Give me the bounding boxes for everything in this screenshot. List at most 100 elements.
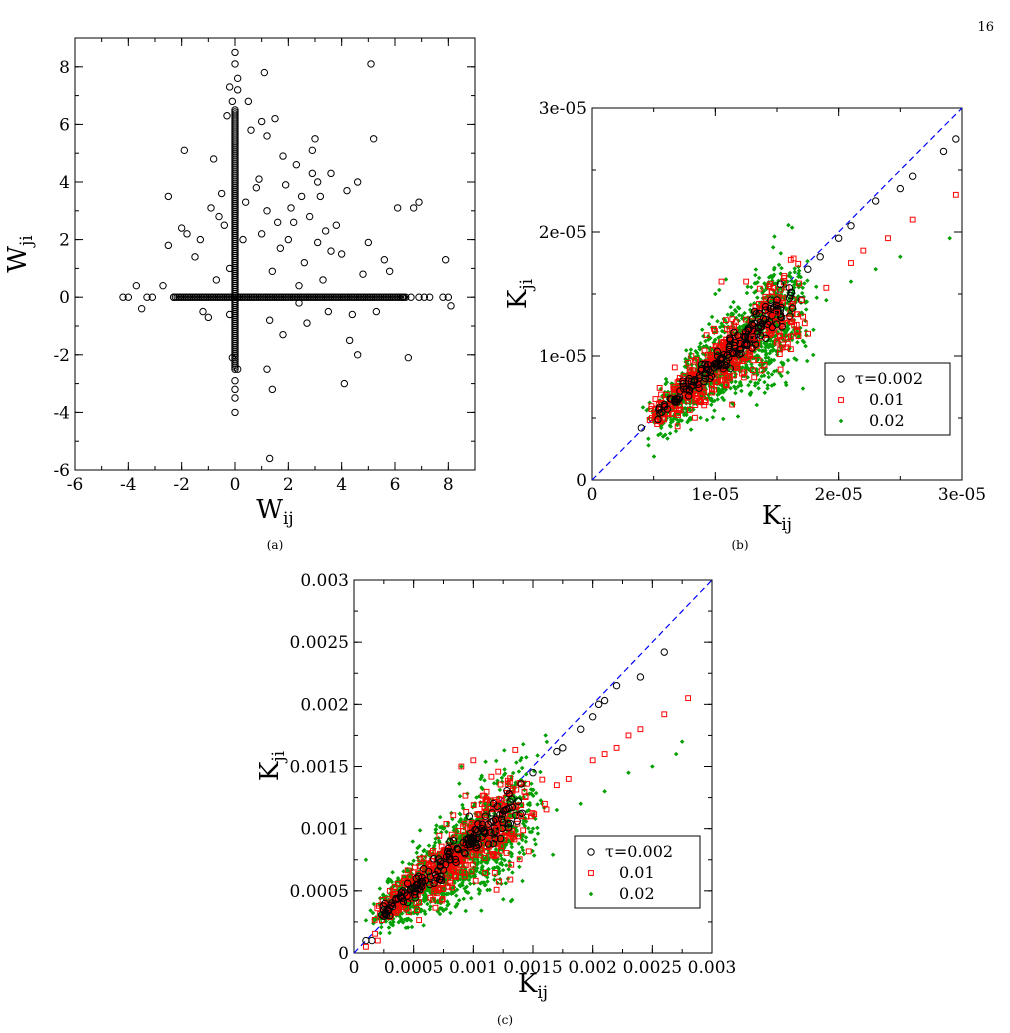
data-point-c — [363, 943, 369, 950]
cloud-point-b — [685, 419, 690, 425]
x-tick-label-a: 6 — [390, 475, 401, 495]
y-tick-label-a: -6 — [53, 461, 70, 481]
cloud-point-b — [684, 394, 690, 401]
data-point-c — [459, 764, 464, 769]
data-point-a — [228, 97, 237, 106]
data-point-a — [180, 146, 189, 155]
cloud-point-b — [792, 356, 797, 361]
data-point-a — [169, 293, 178, 301]
y-tick-label-a: 4 — [59, 173, 70, 193]
data-point-c — [685, 695, 692, 702]
cloud-point-c — [535, 825, 540, 831]
cloud-point-b — [708, 402, 714, 408]
cloud-point-b — [804, 358, 810, 364]
cloud-point-c — [544, 739, 550, 745]
data-point-a — [228, 353, 237, 362]
data-point-a — [148, 293, 157, 301]
cloud-point-b — [703, 332, 710, 339]
data-point-a — [273, 218, 282, 227]
data-point-c — [565, 776, 572, 782]
y-axis-title-a: Wji — [3, 235, 37, 273]
cloud-point-b — [688, 347, 694, 352]
cloud-point-c — [437, 814, 443, 820]
cloud-point-b — [735, 304, 741, 310]
data-point-a — [407, 293, 415, 301]
y-axis-title-b: Kji — [503, 278, 537, 309]
cloud-point-b — [813, 284, 819, 290]
data-point-a — [348, 310, 357, 319]
y-tick-label-a: -4 — [53, 403, 70, 423]
cloud-point-b — [667, 423, 673, 428]
data-point-a — [345, 336, 354, 345]
cloud-point-c — [506, 866, 511, 872]
data-point-a — [337, 250, 346, 258]
data-point-a — [268, 267, 277, 275]
x-tick-label-b: 0 — [587, 485, 598, 505]
data-point-a — [393, 204, 402, 212]
data-point-a — [265, 454, 274, 463]
cloud-point-c — [371, 901, 377, 907]
data-point-b — [952, 135, 960, 143]
data-point-a — [409, 204, 418, 212]
cloud-point-b — [771, 267, 777, 272]
data-point-a — [300, 258, 309, 267]
cloud-point-b — [658, 391, 664, 398]
data-point-a — [231, 408, 239, 417]
cloud-point-c — [502, 767, 507, 772]
cloud-point-b — [756, 385, 761, 391]
x-tick-label-b: 1e-05 — [691, 485, 739, 505]
cloud-point-b — [694, 395, 701, 402]
cloud-point-c — [510, 770, 516, 776]
cloud-point-b — [795, 339, 800, 345]
data-point-a — [303, 319, 311, 327]
data-point-a — [217, 189, 226, 198]
cloud-point-b — [710, 414, 716, 420]
cloud-point-b — [698, 392, 704, 398]
data-point-a — [353, 178, 362, 186]
caption-a: (a) — [267, 538, 284, 552]
data-point-a — [223, 112, 231, 120]
cloud-point-b — [761, 373, 767, 379]
data-points-a — [119, 48, 455, 463]
data-point-a — [263, 365, 271, 373]
cloud-point-b — [803, 307, 809, 312]
data-point-b — [939, 147, 948, 156]
data-point-a — [420, 293, 429, 301]
cloud-point-b — [771, 382, 777, 387]
cloud-point-b — [674, 416, 679, 422]
cloud-point-b — [723, 317, 729, 323]
cloud-point-c — [533, 790, 539, 796]
cloud-point-b — [715, 397, 721, 402]
cloud-point-c — [524, 754, 529, 760]
cloud-point-b — [801, 320, 808, 327]
cloud-point-b — [766, 355, 771, 361]
cloud-point-b — [749, 367, 756, 374]
cloud-point-b — [693, 357, 700, 363]
x-tick-label-a: 2 — [283, 475, 294, 495]
data-point-c — [374, 937, 381, 944]
cloud-point-c — [516, 841, 522, 846]
cloud-point-c — [456, 897, 462, 903]
cloud-point-b — [746, 382, 751, 388]
cloud-point-b — [718, 334, 724, 339]
cloud-point-b — [752, 272, 758, 278]
data-point-a — [297, 192, 306, 201]
data-point-a — [369, 135, 378, 143]
data-point-a — [316, 192, 325, 201]
cloud-point-b — [740, 374, 747, 381]
cloud-point-b — [709, 386, 715, 392]
cloud-point-c — [416, 917, 423, 923]
data-point-a — [124, 293, 133, 301]
y-tick-label-a: 2 — [59, 231, 70, 251]
cloud-point-b — [783, 344, 790, 351]
cloud-point-b — [731, 358, 738, 365]
data-point-c — [470, 757, 477, 764]
x-tick-label-a: -4 — [120, 475, 137, 495]
cloud-point-b — [736, 312, 742, 318]
data-point-a — [231, 385, 239, 394]
cloud-point-b — [779, 344, 786, 351]
cloud-point-c — [463, 908, 469, 914]
cloud-point-b — [757, 377, 762, 383]
cloud-point-b — [676, 406, 682, 413]
cloud-point-b — [785, 370, 791, 375]
